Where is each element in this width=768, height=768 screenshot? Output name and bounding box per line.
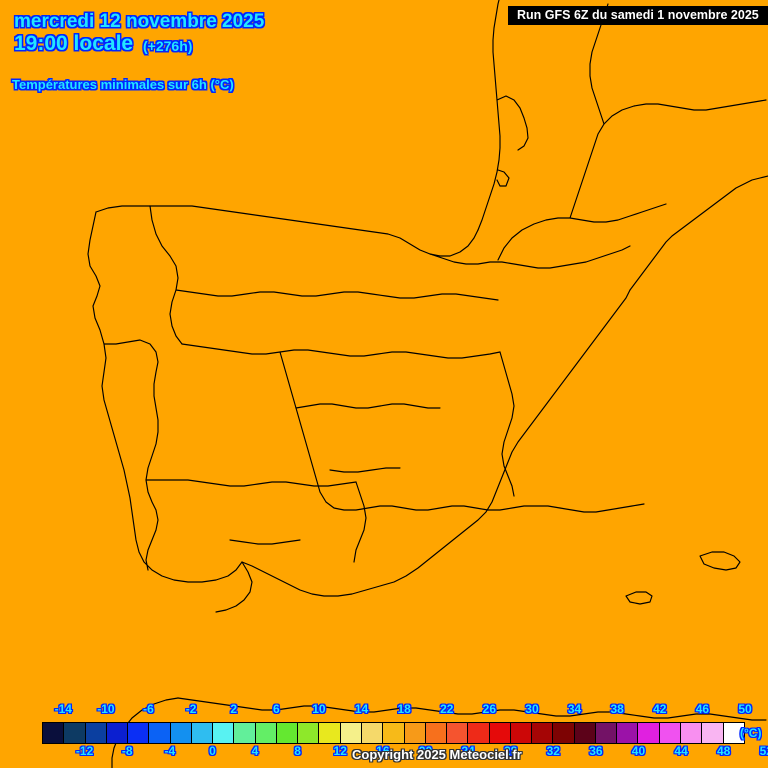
map-parameter-title: Températures minimales sur 6h (°C): [12, 77, 234, 92]
legend-swatch[interactable]: [489, 723, 511, 743]
legend-tick-label: 28: [503, 744, 518, 758]
legend-tick-label: 14: [354, 702, 369, 716]
legend-swatch[interactable]: [595, 723, 618, 743]
legend-tick-label: 36: [589, 744, 603, 758]
legend-tick-label: 46: [695, 702, 710, 716]
legend-swatch[interactable]: [447, 723, 469, 743]
legend-swatch[interactable]: [425, 723, 448, 743]
legend-tick-label: 18: [397, 702, 411, 716]
legend-swatch[interactable]: [702, 723, 724, 743]
legend-swatch[interactable]: [149, 723, 171, 743]
legend-swatch[interactable]: [85, 723, 107, 743]
legend-tick-label: -4: [164, 744, 176, 758]
legend-swatch[interactable]: [468, 723, 490, 743]
legend-tick-label: 6: [272, 702, 280, 716]
legend-swatch[interactable]: [404, 723, 426, 743]
legend-tick-label: 44: [674, 744, 688, 758]
legend-tick-label: 50: [738, 702, 752, 716]
legend-swatch[interactable]: [170, 723, 192, 743]
legend-unit-label: (°C): [740, 726, 762, 740]
legend-tick-label: 2: [230, 702, 238, 716]
legend-tick-label: 42: [653, 702, 667, 716]
legend-tick-label: 52: [759, 744, 768, 758]
legend-swatch[interactable]: [553, 723, 575, 743]
legend-tick-label: 48: [717, 744, 731, 758]
legend-swatch[interactable]: [213, 723, 235, 743]
legend-swatch[interactable]: [276, 723, 299, 743]
legend-swatch[interactable]: [234, 723, 256, 743]
legend-tick-label: 4: [251, 744, 259, 758]
legend-tick-label: -6: [143, 702, 154, 716]
legend-tick-label: 12: [333, 744, 347, 758]
legend-swatch[interactable]: [638, 723, 660, 743]
legend-swatch[interactable]: [106, 723, 129, 743]
legend-tick-label: 20: [418, 744, 433, 758]
model-run-banner: Run GFS 6Z du samedi 1 novembre 2025: [508, 6, 768, 25]
legend-tick-label: -14: [54, 702, 72, 716]
legend-swatch[interactable]: [680, 723, 703, 743]
legend-tick-label: -8: [121, 744, 133, 758]
copyright-notice: Copyright 2025 Meteociel.fr: [352, 747, 522, 762]
legend-swatch[interactable]: [128, 723, 150, 743]
map-hour-title: 19:00 locale: [14, 32, 134, 55]
legend-swatch[interactable]: [574, 723, 596, 743]
legend-tick-label: -12: [75, 744, 94, 758]
legend-swatch[interactable]: [319, 723, 341, 743]
legend-swatch[interactable]: [383, 723, 405, 743]
legend-tick-label: 30: [525, 702, 539, 716]
legend-swatch[interactable]: [617, 723, 639, 743]
map-lead-time: (+276h): [143, 38, 193, 54]
legend-swatch[interactable]: [659, 723, 681, 743]
legend-swatch[interactable]: [340, 723, 362, 743]
legend-swatch[interactable]: [43, 723, 65, 743]
legend-swatch[interactable]: [723, 723, 744, 743]
color-scale-legend[interactable]: [42, 722, 745, 744]
legend-tick-label: 16: [376, 744, 390, 758]
legend-tick-label: 10: [312, 702, 326, 716]
legend-tick-label: 26: [482, 702, 497, 716]
legend-swatch[interactable]: [298, 723, 320, 743]
legend-swatch[interactable]: [191, 723, 214, 743]
legend-swatch[interactable]: [64, 723, 86, 743]
legend-swatch[interactable]: [510, 723, 533, 743]
legend-tick-label: 0: [209, 744, 216, 758]
legend-swatch[interactable]: [361, 723, 384, 743]
legend-tick-label: 38: [610, 702, 624, 716]
legend-tick-label: 24: [461, 744, 475, 758]
legend-tick-label: 40: [631, 744, 646, 758]
map-date-title: mercredi 12 novembre 2025: [14, 11, 265, 32]
legend-tick-label: -2: [185, 702, 197, 716]
legend-swatch[interactable]: [255, 723, 277, 743]
legend-tick-label: 34: [567, 702, 582, 716]
legend-swatch[interactable]: [532, 723, 554, 743]
legend-tick-label: 8: [294, 744, 301, 758]
legend-tick-label: 22: [440, 702, 454, 716]
legend-tick-label: -10: [97, 702, 115, 716]
legend-tick-label: 32: [546, 744, 560, 758]
